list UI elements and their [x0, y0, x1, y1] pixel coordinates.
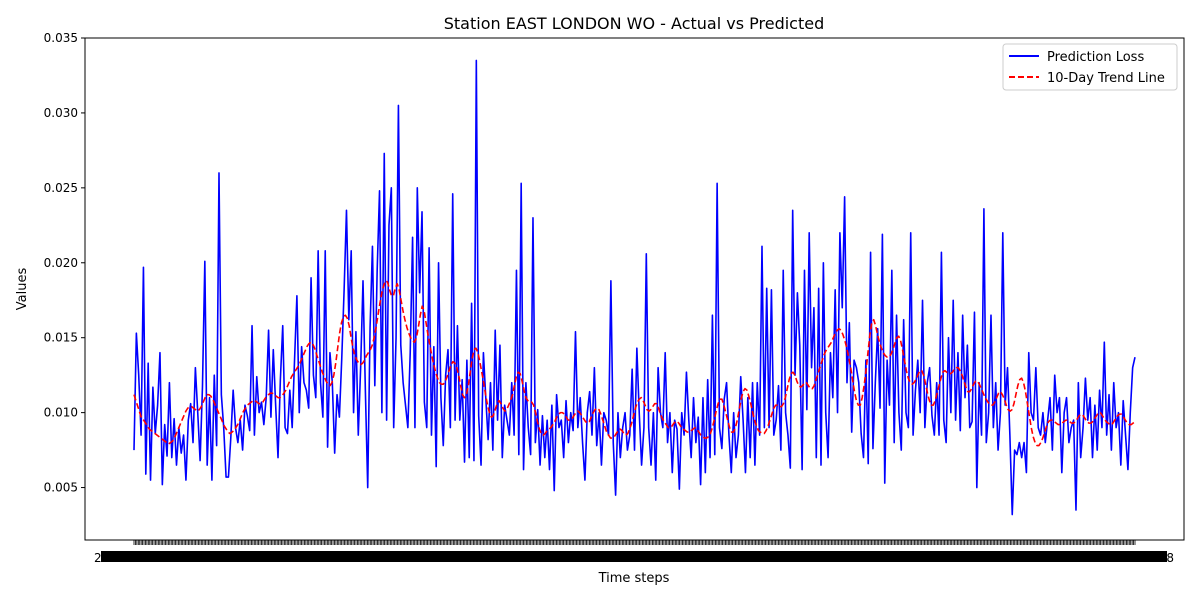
x-axis-label: Time steps: [598, 571, 670, 586]
y-tick-label: 0.015: [44, 331, 78, 345]
x-tick-label-left: 2: [94, 551, 102, 565]
y-tick-label: 0.005: [44, 481, 78, 495]
series-line-trend-line: [133, 279, 1136, 447]
legend-label-trend-line: 10-Day Trend Line: [1047, 71, 1165, 86]
x-tick-label-band: [101, 551, 1167, 562]
series-line-prediction-loss: [133, 59, 1136, 516]
y-axis-ticks: 0.005 0.010 0.015 0.020 0.025 0.030 0.035: [44, 31, 85, 495]
plot-frame: [84, 37, 1185, 541]
x-axis-ticks: [101, 540, 1167, 562]
y-tick-label: 0.030: [44, 106, 78, 120]
chart-title: Station EAST LONDON WO - Actual vs Predi…: [444, 14, 824, 33]
legend-label-prediction-loss: Prediction Loss: [1047, 50, 1144, 65]
y-axis-label: Values: [15, 268, 30, 311]
legend: Prediction Loss 10-Day Trend Line: [1002, 43, 1178, 91]
x-tick-label-right: 8: [1166, 551, 1174, 565]
y-tick-label: 0.035: [44, 31, 78, 45]
y-tick-label: 0.025: [44, 181, 78, 195]
y-tick-label: 0.010: [44, 406, 78, 420]
x-tick-marks: [133, 540, 1136, 545]
legend-box: [1002, 43, 1178, 91]
series-layer: [133, 59, 1136, 516]
y-tick-label: 0.020: [44, 256, 78, 270]
